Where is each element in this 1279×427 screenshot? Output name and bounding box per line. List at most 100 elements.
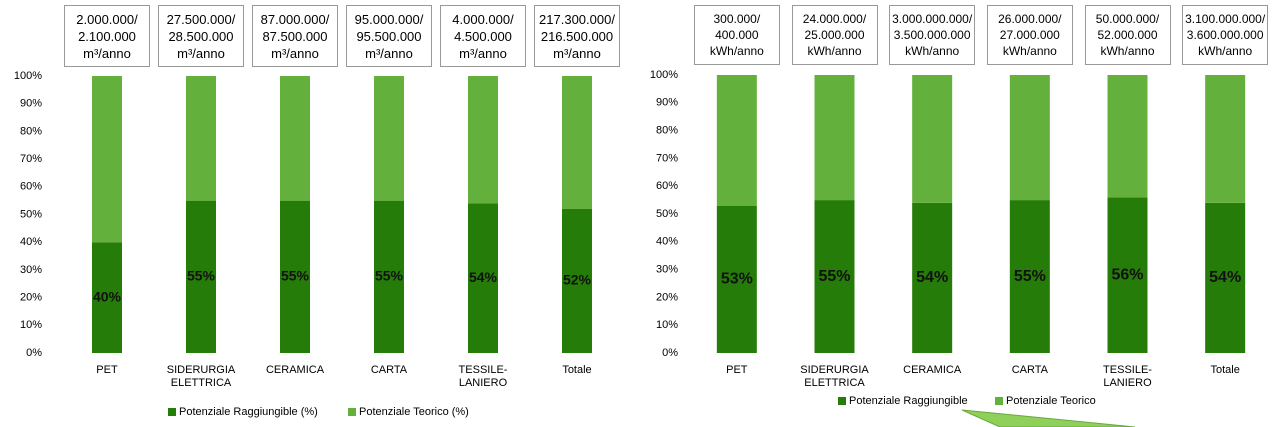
annotation-line: 4.500.000 bbox=[454, 28, 512, 44]
data-label: 55% bbox=[1014, 268, 1046, 285]
bar-segment bbox=[186, 200, 216, 353]
annotation-line: 26.000.000/ bbox=[998, 12, 1062, 26]
bar-segment bbox=[716, 75, 757, 206]
bar-segment bbox=[1009, 75, 1050, 201]
annotation-line: m³/anno bbox=[459, 45, 507, 61]
legend-label: Potenziale Raggiungible (%) bbox=[179, 406, 318, 418]
legend-swatch bbox=[838, 397, 846, 405]
annotation-box: 50.000.000/52.000.000 kWh/anno bbox=[1084, 5, 1171, 65]
annotation-box: 217.300.000/216.500.000 m³/anno bbox=[534, 5, 620, 67]
annotation-line: m³/anno bbox=[553, 45, 601, 61]
annotation-line: kWh/anno bbox=[905, 44, 960, 58]
annotation-line: 300.000/ bbox=[713, 12, 761, 26]
annotation-box: 2.000.000/2.100.000 m³/anno bbox=[64, 5, 150, 67]
annotation-line: kWh/anno bbox=[1198, 44, 1253, 58]
y-tick-label: 20% bbox=[656, 291, 678, 303]
data-label: 55% bbox=[818, 268, 850, 285]
x-tick-label: CERAMICA bbox=[265, 364, 325, 376]
legend-swatch bbox=[348, 408, 356, 416]
x-tick-label: SIDERURGIA ELETTRICA bbox=[166, 364, 236, 389]
y-tick-label: 50% bbox=[20, 208, 42, 220]
legend-label: Potenziale Raggiungible bbox=[849, 395, 968, 407]
y-tick-label: 60% bbox=[656, 180, 678, 192]
annotation-box: 3.000.000.000/3.500.000.000 kWh/anno bbox=[889, 5, 976, 65]
annotation-box: 4.000.000/4.500.000 m³/anno bbox=[440, 5, 526, 67]
bar-segment bbox=[912, 75, 953, 203]
legend-swatch bbox=[168, 408, 176, 416]
data-label: 54% bbox=[469, 269, 498, 285]
bar-segment bbox=[374, 200, 404, 353]
bar-segment bbox=[92, 242, 122, 353]
data-label: 56% bbox=[1111, 266, 1143, 283]
y-tick-label: 0% bbox=[662, 347, 678, 359]
y-tick-label: 70% bbox=[656, 152, 678, 164]
y-tick-label: 100% bbox=[14, 70, 42, 82]
annotation-box: 26.000.000/27.000.000 kWh/anno bbox=[986, 5, 1073, 65]
legend-label: Potenziale Teorico bbox=[1006, 395, 1096, 407]
data-label: 40% bbox=[93, 288, 122, 304]
annotation-box: 87.000.000/87.500.000 m³/anno bbox=[252, 5, 338, 67]
legend-item: Potenziale Raggiungible bbox=[838, 395, 968, 407]
y-tick-label: 90% bbox=[20, 98, 42, 110]
x-tick-label: CARTA bbox=[1011, 364, 1048, 376]
bar-segment bbox=[374, 76, 404, 201]
bar-segment bbox=[1205, 75, 1246, 203]
y-tick-label: 30% bbox=[20, 264, 42, 276]
annotation-line: 87.000.000/ bbox=[260, 11, 330, 27]
annotation-line: kWh/anno bbox=[709, 44, 764, 58]
annotation-line: m³/anno bbox=[365, 45, 413, 61]
annotation-line: 52.000.000 bbox=[1097, 28, 1158, 42]
annotation-box: 95.000.000/95.500.000 m³/anno bbox=[346, 5, 432, 67]
annotation-line: 3.600.000.000 bbox=[1186, 28, 1264, 42]
annotation-line: 3.500.000.000 bbox=[893, 28, 971, 42]
y-tick-label: 60% bbox=[20, 181, 42, 193]
annotation-line: 217.300.000/ bbox=[539, 11, 615, 27]
annotation-line: 27.500.000/ bbox=[166, 11, 236, 27]
annotation-box: 27.500.000/28.500.000 m³/anno bbox=[158, 5, 244, 67]
bar-segment bbox=[468, 203, 498, 353]
bar-segment bbox=[280, 200, 310, 353]
annotation-box: 300.000/400.000 kWh/anno bbox=[693, 5, 780, 65]
data-label: 52% bbox=[563, 272, 592, 288]
bar-segment bbox=[1107, 197, 1148, 353]
data-label: 53% bbox=[721, 271, 753, 288]
annotation-line: 2.000.000/ bbox=[76, 11, 138, 27]
annotation-line: 25.000.000 bbox=[804, 28, 865, 42]
y-tick-label: 50% bbox=[656, 208, 678, 220]
bar-segment bbox=[186, 76, 216, 201]
bar-segment bbox=[912, 202, 953, 353]
annotation-line: 28.500.000 bbox=[168, 28, 234, 44]
annotation-line: kWh/anno bbox=[1002, 44, 1057, 58]
annotation-line: 400.000 bbox=[715, 28, 759, 42]
annotation-line: 3.100.000.000/ bbox=[1185, 12, 1266, 26]
annotation-line: 27.000.000 bbox=[999, 28, 1060, 42]
y-tick-label: 100% bbox=[650, 69, 678, 81]
bar-segment bbox=[814, 75, 855, 201]
bar-segment bbox=[92, 76, 122, 243]
annotation-line: kWh/anno bbox=[1100, 44, 1155, 58]
x-tick-label: SIDERURGIA ELETTRICA bbox=[800, 364, 869, 389]
x-tick-label: TESSILE-LANIERO bbox=[1103, 364, 1152, 389]
x-tick-label: TESSILE-LANIERO bbox=[458, 364, 508, 389]
y-tick-label: 40% bbox=[656, 236, 678, 248]
bar-segment bbox=[468, 76, 498, 204]
y-tick-label: 10% bbox=[656, 319, 678, 331]
annotation-box: 3.100.000.000/3.600.000.000 kWh/anno bbox=[1182, 5, 1269, 65]
annotation-line: 50.000.000/ bbox=[1095, 12, 1160, 26]
annotation-line: kWh/anno bbox=[807, 44, 862, 58]
annotation-line: 3.000.000.000/ bbox=[892, 12, 973, 26]
annotation-line: 95.000.000/ bbox=[354, 11, 424, 27]
bar-segment bbox=[562, 208, 592, 353]
bar-segment bbox=[1205, 202, 1246, 353]
y-tick-label: 10% bbox=[20, 319, 42, 331]
annotation-box: 24.000.000/25.000.000 kWh/anno bbox=[791, 5, 878, 65]
data-label: 55% bbox=[187, 268, 216, 284]
annotation-line: 87.500.000 bbox=[262, 28, 328, 44]
x-tick-label: PET bbox=[96, 364, 118, 376]
y-tick-label: 80% bbox=[20, 125, 42, 137]
legend-swatch bbox=[995, 397, 1003, 405]
annotation-line: 95.500.000 bbox=[356, 28, 422, 44]
annotation-line: 2.100.000 bbox=[78, 28, 136, 44]
y-tick-label: 20% bbox=[20, 292, 42, 304]
